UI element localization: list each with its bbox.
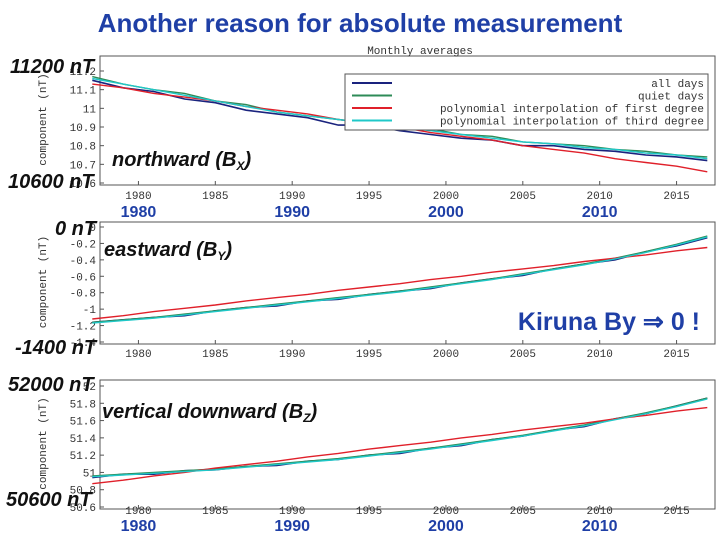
legend-label: polynomial interpolation of third degree [440,117,704,129]
x-tick-label: 2000 [433,191,459,203]
slide-title: Another reason for absolute measurement [98,8,623,38]
x-tick-label: 2015 [663,349,689,361]
component-close: ) [242,149,251,171]
year-label: 1990 [274,204,310,221]
y-tick-label: 51 [83,468,97,480]
bottom-label: -1400 nT [15,337,98,359]
year-label: 1990 [274,518,310,535]
component-label: vertical downward (BZ) [102,401,318,425]
y-tick-label: 52 [83,382,96,394]
legend-box [344,73,709,131]
y-tick-label: -1 [83,305,97,317]
legend-label: quiet days [638,92,704,104]
series-line [92,235,708,323]
top-label: 52000 nT [8,374,95,396]
y-tick-label: 10.8 [70,142,96,154]
top-label: 0 nT [55,218,98,240]
year-label: 2010 [582,204,618,221]
x-tick-label: 2010 [586,191,612,203]
x-tick-label: 1990 [279,191,305,203]
x-tick-label: 1990 [279,506,305,518]
x-tick-label: 2000 [433,349,459,361]
x-tick-label: 2015 [663,191,689,203]
y-tick-label: 11.2 [70,67,96,79]
x-tick-label: 1995 [356,191,382,203]
y-tick-label: 51.4 [70,434,97,446]
series-line [92,398,708,478]
chart-title: Monthly averages [367,46,473,58]
x-tick-label: 2005 [510,191,536,203]
component-label: eastward (BY) [104,239,232,263]
y-tick-label: 51.2 [70,451,96,463]
y-tick-label: -0.6 [70,272,96,284]
series-line [92,246,708,320]
component-text: vertical downward (B [102,401,303,423]
x-tick-label: 1985 [202,191,228,203]
y-tick-label: -0.4 [70,256,97,268]
component-close: ) [309,401,318,423]
y-axis-label: component (nT) [38,73,50,165]
x-tick-label: 2010 [586,506,612,518]
x-tick-label: 1980 [125,349,151,361]
y-tick-label: 0 [89,223,96,235]
x-tick-label: 1985 [202,349,228,361]
legend-label: all days [651,79,704,91]
year-label: 1980 [121,518,157,535]
x-tick-label: 2005 [510,506,536,518]
y-tick-label: -1.4 [70,338,97,350]
y-tick-label: -0.2 [70,239,96,251]
bottom-label: 10600 nT [8,171,95,193]
x-tick-label: 1995 [356,349,382,361]
y-tick-label: 10.9 [70,123,96,135]
x-tick-label: 2000 [433,506,459,518]
y-tick-label: 11 [83,104,97,116]
component-close: ) [223,239,232,261]
y-axis-label: component (nT) [38,397,50,489]
component-text: northward (B [112,149,236,171]
component-subscript: Y [217,249,226,263]
y-tick-label: 11.1 [70,86,97,98]
top-label: 11200 nT [10,56,96,78]
series-line [92,236,708,324]
component-subscript: X [235,159,245,173]
component-subscript: Z [302,411,311,425]
component-label: northward (BX) [112,149,251,173]
y-tick-label: 51.6 [70,417,96,429]
series-line [92,79,708,162]
x-tick-label: 1980 [125,506,151,518]
year-label: 2010 [582,518,618,535]
x-tick-label: 1980 [125,191,151,203]
y-tick-label: 10.7 [70,160,96,172]
year-label: 2000 [428,518,464,535]
y-tick-label: -1.2 [70,322,96,334]
x-tick-label: 2010 [586,349,612,361]
component-text: eastward (B [104,239,217,261]
x-tick-label: 2015 [663,506,689,518]
y-tick-label: 50.8 [70,486,96,498]
slide-note: Kiruna By ⇒ 0 ! [518,308,700,336]
x-tick-label: 1985 [202,506,228,518]
y-tick-label: 10.6 [70,179,96,191]
y-tick-label: 50.6 [70,503,96,515]
year-label: 2000 [428,204,464,221]
x-tick-label: 1990 [279,349,305,361]
x-tick-label: 1995 [356,506,382,518]
legend-label: polynomial interpolation of first degree [440,104,704,116]
x-tick-label: 2005 [510,349,536,361]
bottom-label: 50600 nT [6,489,93,511]
y-axis-label: component (nT) [38,236,50,328]
year-label: 1980 [121,204,157,221]
y-tick-label: -0.8 [70,289,96,301]
y-tick-label: 51.8 [70,399,96,411]
